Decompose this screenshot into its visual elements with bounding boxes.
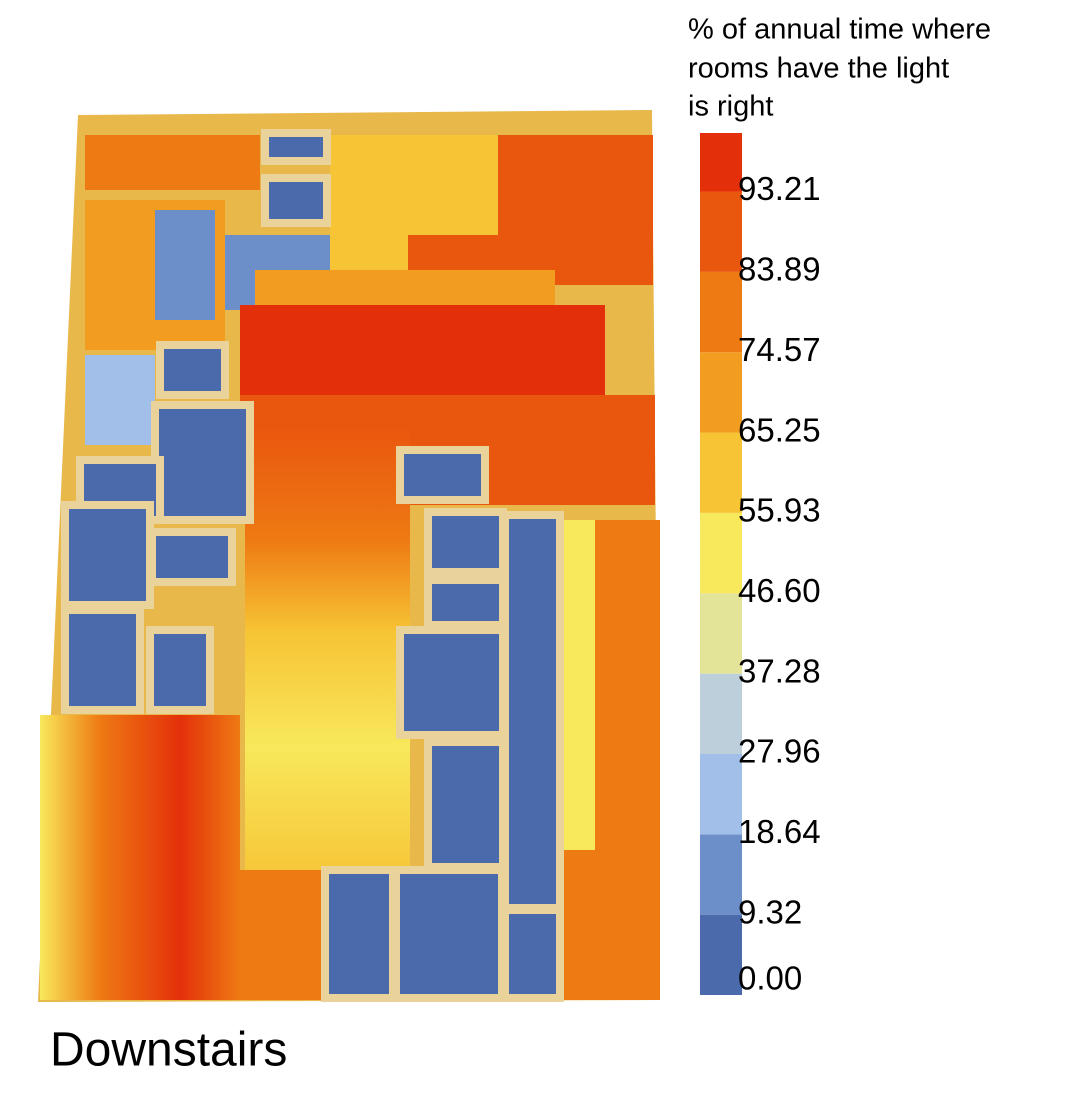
legend-title: is right xyxy=(688,91,773,123)
legend-tick-label: 27.96 xyxy=(738,733,821,770)
legend-tick-label: 18.64 xyxy=(738,813,821,850)
legend-band xyxy=(700,191,742,272)
legend-band xyxy=(700,593,742,674)
legend-band xyxy=(700,512,742,594)
legend-tick-label: 83.89 xyxy=(738,251,821,288)
legend-tick-label: 9.32 xyxy=(738,893,802,930)
legend-band xyxy=(700,133,742,192)
legend-tick-label: 46.60 xyxy=(738,572,821,609)
legend-band xyxy=(700,753,742,835)
legend-band xyxy=(700,914,742,995)
legend-title: rooms have the light xyxy=(688,53,949,85)
legend-tick-label: 55.93 xyxy=(738,492,821,529)
legend-band xyxy=(700,271,742,353)
legend-band xyxy=(700,673,742,754)
legend-tick-label: 65.25 xyxy=(738,411,821,448)
floor-plan xyxy=(38,110,660,1002)
legend-tick-label: 74.57 xyxy=(738,331,821,368)
legend-tick-label: 37.28 xyxy=(738,652,821,689)
legend-tick-label: 0.00 xyxy=(738,960,802,997)
legend-band xyxy=(700,834,742,915)
plan-label: Downstairs xyxy=(50,1024,287,1077)
legend-band xyxy=(700,352,742,433)
legend-title: % of annual time where xyxy=(688,14,991,46)
legend-band xyxy=(700,432,742,513)
legend-tick-label: 93.21 xyxy=(738,170,821,207)
